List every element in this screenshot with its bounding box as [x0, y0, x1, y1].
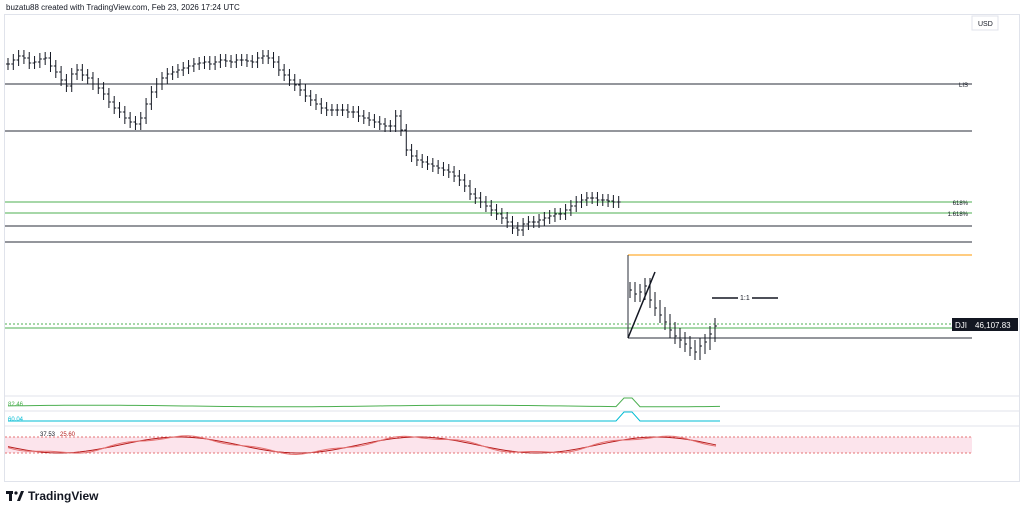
projection — [627, 271, 778, 360]
stoch-d-line — [7, 435, 717, 455]
price-level-label: 1.618% — [948, 212, 969, 218]
currency-box[interactable] — [971, 15, 999, 31]
projection-leg — [627, 271, 656, 339]
projection-label: 1:1 — [740, 295, 750, 302]
symbol-tag-box[interactable] — [952, 318, 972, 331]
price-levels: LIS 618% 1.618% — [5, 83, 972, 339]
stoch-k-line — [7, 436, 717, 454]
rsi-value: 82.46 — [8, 402, 24, 408]
adx-value: 60.04 — [8, 417, 24, 423]
stoch-band — [5, 437, 972, 453]
price-level-label: 618% — [953, 201, 969, 207]
currency-label: USD — [978, 21, 993, 28]
chart-attribution: buzatu88 created with TradingView.com, F… — [6, 3, 240, 12]
stoch-k-value: 37.53 — [40, 432, 56, 438]
ohlc-bars — [6, 50, 621, 236]
adx-line — [8, 411, 720, 422]
tradingview-logo-icon — [6, 491, 24, 501]
stoch-d-value: 25.60 — [60, 432, 76, 438]
logo-text: TradingView — [28, 489, 99, 503]
tradingview-logo[interactable]: TradingView — [6, 489, 98, 503]
chart-frame — [4, 14, 1020, 482]
last-price-box[interactable] — [972, 318, 1018, 331]
last-price: 46,107.83 — [975, 321, 1011, 330]
symbol-tag: DJI — [955, 321, 967, 330]
indicators — [5, 397, 972, 455]
price-level-label: LIS — [959, 83, 968, 89]
rsi-line — [7, 397, 721, 408]
